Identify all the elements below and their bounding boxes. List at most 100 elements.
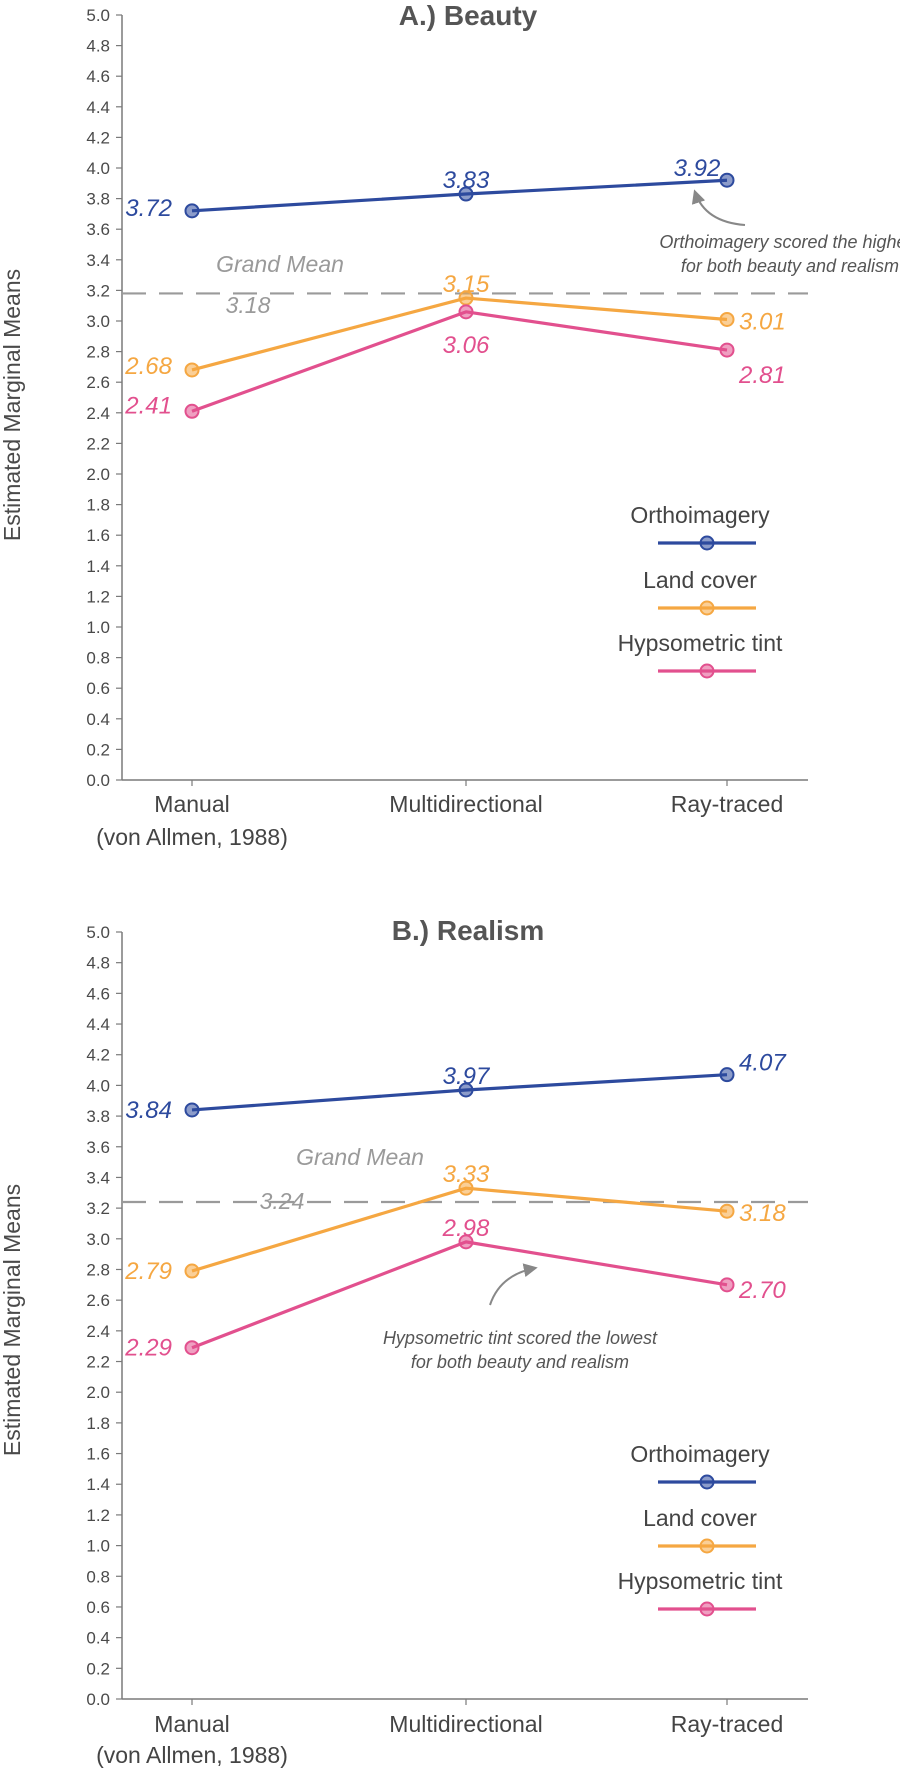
data-point — [458, 1082, 474, 1098]
y-tick-label: 0.8 — [86, 649, 110, 668]
data-label: 3.97 — [443, 1063, 491, 1090]
data-label: 3.33 — [443, 1161, 490, 1188]
y-tick-label: 2.4 — [86, 404, 110, 423]
grand-mean-label: Grand Mean — [296, 1144, 424, 1170]
y-tick-label: 0.4 — [86, 1629, 110, 1648]
annotation-text: Orthoimagery scored the highest — [659, 232, 900, 252]
y-tick-label: 4.2 — [86, 128, 110, 147]
legend-swatch-dot — [699, 535, 715, 551]
y-tick-label: 0.6 — [86, 679, 110, 698]
data-label: 3.18 — [739, 1200, 786, 1227]
y-tick-label: 2.8 — [86, 343, 110, 362]
grand-mean-value: 3.18 — [226, 292, 271, 318]
y-tick-label: 1.2 — [86, 587, 110, 606]
y-tick-label: 0.2 — [86, 740, 110, 759]
data-point — [719, 1067, 735, 1083]
legend-swatch-dot — [699, 663, 715, 679]
y-tick-label: 2.2 — [86, 434, 110, 453]
y-tick-label: 1.2 — [86, 1506, 110, 1525]
data-point — [184, 1102, 200, 1118]
data-label: 4.07 — [739, 1050, 787, 1077]
x-tick-label: (von Allmen, 1988) — [96, 824, 288, 850]
legend-label: Hypsometric tint — [618, 1568, 783, 1594]
legend-label: Land cover — [643, 1505, 757, 1531]
data-label: 2.79 — [124, 1258, 172, 1285]
panel-realism: 0.0 0.2 0.4 0.6 0.8 1.0 1.2 1.4 1.6 1.8 2.0 2.2 2.4 2… — [0, 915, 808, 1768]
y-tick-label: 2.6 — [86, 1291, 110, 1310]
data-label: 2.29 — [124, 1335, 172, 1362]
data-point — [719, 1203, 735, 1219]
y-tick-label: 3.8 — [86, 190, 110, 209]
y-tick-label: 0.8 — [86, 1567, 110, 1586]
y-tick-label: 0.0 — [86, 1690, 110, 1709]
data-point — [719, 1277, 735, 1293]
data-label: 3.84 — [125, 1097, 172, 1124]
data-point — [719, 311, 735, 327]
legend-label: Orthoimagery — [630, 1441, 770, 1467]
y-tick-label: 1.8 — [86, 496, 110, 515]
y-tick-label: 3.4 — [86, 251, 110, 270]
annotation-text: Hypsometric tint scored the lowest — [383, 1328, 658, 1348]
y-tick-label: 2.4 — [86, 1322, 110, 1341]
grand-mean-label: Grand Mean — [216, 251, 344, 277]
annotation-text: for both beauty and realism — [681, 256, 899, 276]
data-label: 2.68 — [124, 353, 172, 380]
y-tick-label: 4.8 — [86, 954, 110, 973]
y-tick-label: 3.2 — [86, 1199, 110, 1218]
x-tick-label: Manual — [154, 1711, 229, 1737]
data-label: 3.01 — [739, 308, 786, 335]
y-tick-label: 2.0 — [86, 465, 110, 484]
y-axis-label: Estimated Marginal Means — [0, 1184, 25, 1456]
chart-title: B.) Realism — [392, 915, 545, 946]
legend-label: Hypsometric tint — [618, 630, 783, 656]
y-tick-label: 1.4 — [86, 557, 110, 576]
y-tick-label: 4.4 — [86, 98, 110, 117]
y-tick-label: 4.8 — [86, 37, 110, 56]
annotation-arrow — [691, 189, 746, 226]
y-tick-label: 0.2 — [86, 1659, 110, 1678]
series-line-2 — [191, 310, 728, 413]
y-tick-label: 1.4 — [86, 1475, 110, 1494]
y-tick-label: 3.2 — [86, 281, 110, 300]
data-label: 2.98 — [442, 1215, 490, 1242]
legend-label: Land cover — [643, 567, 757, 593]
y-tick-label: 0.0 — [86, 771, 110, 790]
y-tick-label: 2.6 — [86, 373, 110, 392]
y-tick-label: 3.0 — [86, 312, 110, 331]
data-point — [184, 1340, 200, 1356]
legend-label: Orthoimagery — [630, 502, 770, 528]
y-axis-label: Estimated Marginal Means — [0, 269, 25, 541]
data-label: 3.92 — [674, 155, 721, 182]
data-point — [458, 186, 474, 202]
y-tick-label: 2.8 — [86, 1260, 110, 1279]
y-tick-label: 3.0 — [86, 1230, 110, 1249]
y-tick-label: 1.8 — [86, 1414, 110, 1433]
x-tick-label: (von Allmen, 1988) — [96, 1742, 288, 1768]
y-tick-label: 1.6 — [86, 526, 110, 545]
data-label: 2.41 — [124, 392, 172, 419]
data-label: 2.70 — [738, 1277, 786, 1304]
data-point — [719, 172, 735, 188]
y-tick-label: 3.4 — [86, 1168, 110, 1187]
data-label: 2.81 — [738, 362, 786, 389]
data-label: 3.83 — [443, 167, 490, 194]
y-tick-label: 4.6 — [86, 67, 110, 86]
y-tick-label: 3.8 — [86, 1107, 110, 1126]
data-point — [719, 342, 735, 358]
y-tick-label: 4.6 — [86, 984, 110, 1003]
data-point — [184, 403, 200, 419]
y-tick-label: 1.6 — [86, 1445, 110, 1464]
y-tick-label: 5.0 — [86, 6, 110, 25]
y-tick-label: 4.0 — [86, 159, 110, 178]
data-point — [458, 304, 474, 320]
data-label: 3.15 — [443, 271, 490, 298]
x-tick-label: Ray-traced — [671, 791, 783, 817]
legend-swatch-dot — [699, 1474, 715, 1490]
annotation-arrow — [489, 1263, 538, 1306]
chart-title: A.) Beauty — [399, 0, 538, 31]
data-point — [458, 1234, 474, 1250]
data-point — [184, 1263, 200, 1279]
grand-mean-value: 3.24 — [260, 1188, 305, 1214]
y-tick-label: 1.0 — [86, 618, 110, 637]
